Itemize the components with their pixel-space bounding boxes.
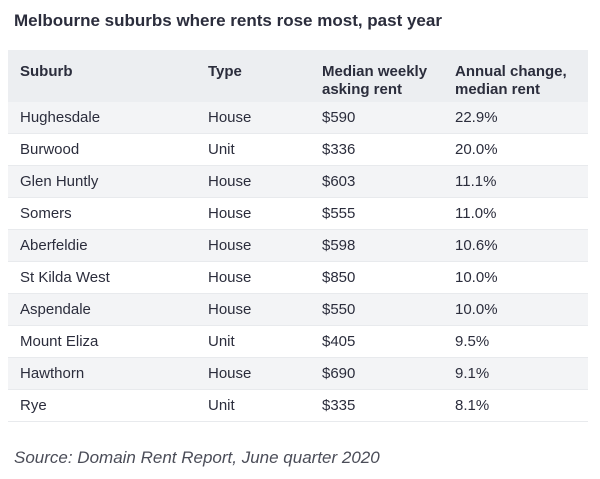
source-note: Source: Domain Rent Report, June quarter… xyxy=(14,448,380,467)
table-row: Glen Huntly House $603 11.1% xyxy=(8,166,588,198)
type-cell: Unit xyxy=(208,396,235,414)
table-row: Rye Unit $335 8.1% xyxy=(8,390,588,422)
rent-cell: $690 xyxy=(322,364,356,382)
data-table: Suburb Type Median weekly asking rent An… xyxy=(8,50,588,422)
suburb-cell: Hawthorn xyxy=(20,364,85,382)
table-row: Hawthorn House $690 9.1% xyxy=(8,358,588,390)
type-cell: House xyxy=(208,204,252,222)
table-header-row: Suburb Type Median weekly asking rent An… xyxy=(8,50,588,102)
rent-cell: $405 xyxy=(322,332,356,350)
type-cell: House xyxy=(208,300,252,318)
suburb-cell: Aspendale xyxy=(20,300,91,318)
suburb-cell: St Kilda West xyxy=(20,268,110,286)
change-cell: 10.6% xyxy=(455,236,498,254)
change-cell: 10.0% xyxy=(455,268,498,286)
suburb-cell: Somers xyxy=(20,204,72,222)
change-cell: 9.1% xyxy=(455,364,490,382)
type-cell: House xyxy=(208,108,252,126)
type-cell: House xyxy=(208,268,252,286)
change-cell: 11.1% xyxy=(455,172,497,190)
column-header-type: Type xyxy=(208,63,242,80)
change-cell: 10.0% xyxy=(455,300,498,318)
column-header-annual-change: Annual change, median rent xyxy=(455,63,567,98)
rent-cell: $555 xyxy=(322,204,356,222)
change-cell: 9.5% xyxy=(455,332,490,350)
table-row: Aberfeldie House $598 10.6% xyxy=(8,230,588,262)
type-cell: House xyxy=(208,172,252,190)
suburb-cell: Glen Huntly xyxy=(20,172,99,190)
rent-cell: $590 xyxy=(322,108,356,126)
suburb-cell: Hughesdale xyxy=(20,108,101,126)
table-row: Burwood Unit $336 20.0% xyxy=(8,134,588,166)
page-title: Melbourne suburbs where rents rose most,… xyxy=(14,11,442,30)
column-header-median-rent: Median weekly asking rent xyxy=(322,63,428,98)
table-row: St Kilda West House $850 10.0% xyxy=(8,262,588,294)
type-cell: House xyxy=(208,364,252,382)
suburb-cell: Aberfeldie xyxy=(20,236,88,254)
type-cell: House xyxy=(208,236,252,254)
change-cell: 22.9% xyxy=(455,108,498,126)
rent-cell: $603 xyxy=(322,172,356,190)
table-row: Somers House $555 11.0% xyxy=(8,198,588,230)
rent-cell: $598 xyxy=(322,236,356,254)
rent-cell: $850 xyxy=(322,268,356,286)
rent-cell: $550 xyxy=(322,300,356,318)
change-cell: 8.1% xyxy=(455,396,490,414)
type-cell: Unit xyxy=(208,332,235,350)
suburb-cell: Burwood xyxy=(20,140,80,158)
table-row: Aspendale House $550 10.0% xyxy=(8,294,588,326)
suburb-cell: Mount Eliza xyxy=(20,332,99,350)
rent-cell: $335 xyxy=(322,396,356,414)
rent-cell: $336 xyxy=(322,140,356,158)
type-cell: Unit xyxy=(208,140,235,158)
change-cell: 11.0% xyxy=(455,204,497,222)
column-header-suburb: Suburb xyxy=(20,63,73,80)
table-row: Hughesdale House $590 22.9% xyxy=(8,102,588,134)
table-body: Hughesdale House $590 22.9% Burwood Unit… xyxy=(8,102,588,422)
change-cell: 20.0% xyxy=(455,140,498,158)
table-row: Mount Eliza Unit $405 9.5% xyxy=(8,326,588,358)
suburb-cell: Rye xyxy=(20,396,47,414)
